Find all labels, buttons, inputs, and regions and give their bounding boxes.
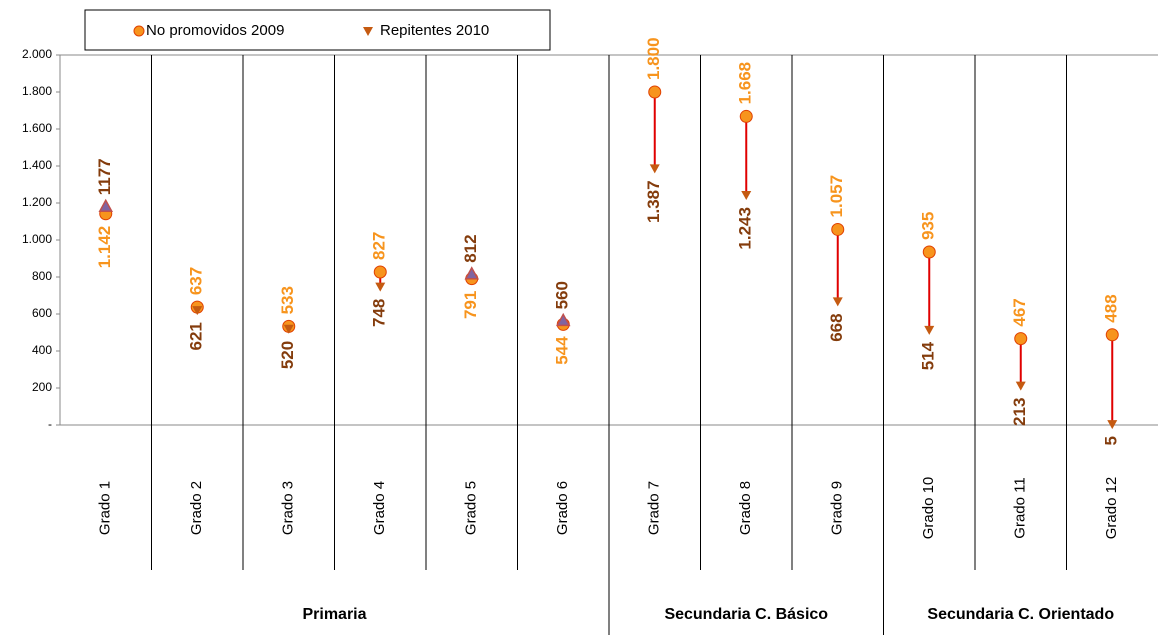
x-tick-label: Grado 10	[920, 477, 937, 540]
x-tick-label: Grado 2	[188, 481, 205, 535]
group-label: Secundaria C. Básico	[664, 606, 828, 623]
value-label: 1.668	[736, 62, 755, 105]
point	[648, 85, 662, 99]
point	[922, 245, 936, 259]
legend-marker	[363, 27, 373, 36]
y-tick-label: 400	[32, 343, 52, 357]
triangle	[1107, 420, 1118, 430]
point	[831, 222, 845, 236]
y-tick-label: 2.000	[22, 47, 52, 61]
x-tick-label: Grado 4	[371, 481, 388, 535]
value-label: 1.243	[736, 207, 755, 250]
y-tick-label: -	[48, 417, 52, 431]
point	[373, 265, 387, 279]
y-tick-label: 1.600	[22, 121, 52, 135]
triangle	[283, 324, 294, 334]
legend-marker	[133, 25, 145, 37]
x-tick-label: Grado 11	[1012, 477, 1029, 538]
x-tick-label: Grado 5	[463, 481, 480, 535]
value-label: 668	[827, 313, 846, 341]
value-label: 621	[187, 322, 206, 350]
point	[1014, 332, 1028, 346]
triangle	[924, 325, 935, 335]
value-label: 488	[1102, 294, 1121, 322]
triangle	[1015, 381, 1026, 391]
value-label: 791	[461, 291, 480, 319]
value-label: 1.800	[644, 37, 663, 80]
triangle	[649, 164, 660, 174]
legend-label: Repitentes 2010	[380, 22, 489, 39]
value-label: 467	[1010, 298, 1029, 326]
value-label: 1.387	[644, 180, 663, 223]
value-label: 1177	[95, 158, 114, 195]
triangle	[98, 198, 114, 213]
y-tick-label: 600	[32, 306, 52, 320]
legend-box	[84, 9, 551, 51]
triangle	[741, 191, 752, 201]
y-tick-label: 200	[32, 380, 52, 394]
group-label: Primaria	[302, 606, 366, 623]
x-tick-label: Grado 8	[737, 481, 754, 535]
y-tick-label: 1.200	[22, 195, 52, 209]
value-label: 1.142	[95, 226, 114, 269]
value-label: 812	[461, 234, 480, 262]
point	[739, 109, 753, 123]
value-label: 637	[187, 267, 206, 295]
x-tick-label: Grado 1	[97, 481, 114, 535]
value-label: 560	[553, 281, 572, 309]
x-tick-label: Grado 6	[554, 481, 571, 535]
x-tick-label: Grado 7	[646, 481, 663, 535]
value-label: 748	[370, 299, 389, 327]
value-label: 935	[919, 212, 938, 240]
legend-label: No promovidos 2009	[146, 22, 284, 39]
value-label: 544	[553, 336, 572, 365]
value-label: 1.057	[827, 175, 846, 218]
x-tick-label: Grado 9	[829, 481, 846, 535]
value-label: 533	[278, 286, 297, 314]
triangle	[375, 282, 386, 292]
y-tick-label: 800	[32, 269, 52, 283]
value-label: 514	[919, 341, 938, 370]
group-label: Secundaria C. Orientado	[927, 606, 1114, 623]
y-tick-label: 1.800	[22, 84, 52, 98]
x-tick-label: Grado 3	[280, 481, 297, 535]
triangle	[832, 297, 843, 307]
triangle	[555, 312, 571, 327]
triangle	[192, 306, 203, 316]
triangle	[464, 266, 480, 280]
value-label: 213	[1010, 398, 1029, 426]
y-tick-label: 1.000	[22, 232, 52, 246]
value-label: 827	[370, 232, 389, 260]
value-label: 520	[278, 341, 297, 369]
x-tick-label: Grado 12	[1103, 477, 1120, 540]
y-tick-label: 1.400	[22, 158, 52, 172]
value-label: 5	[1102, 436, 1121, 445]
point	[1105, 328, 1119, 342]
